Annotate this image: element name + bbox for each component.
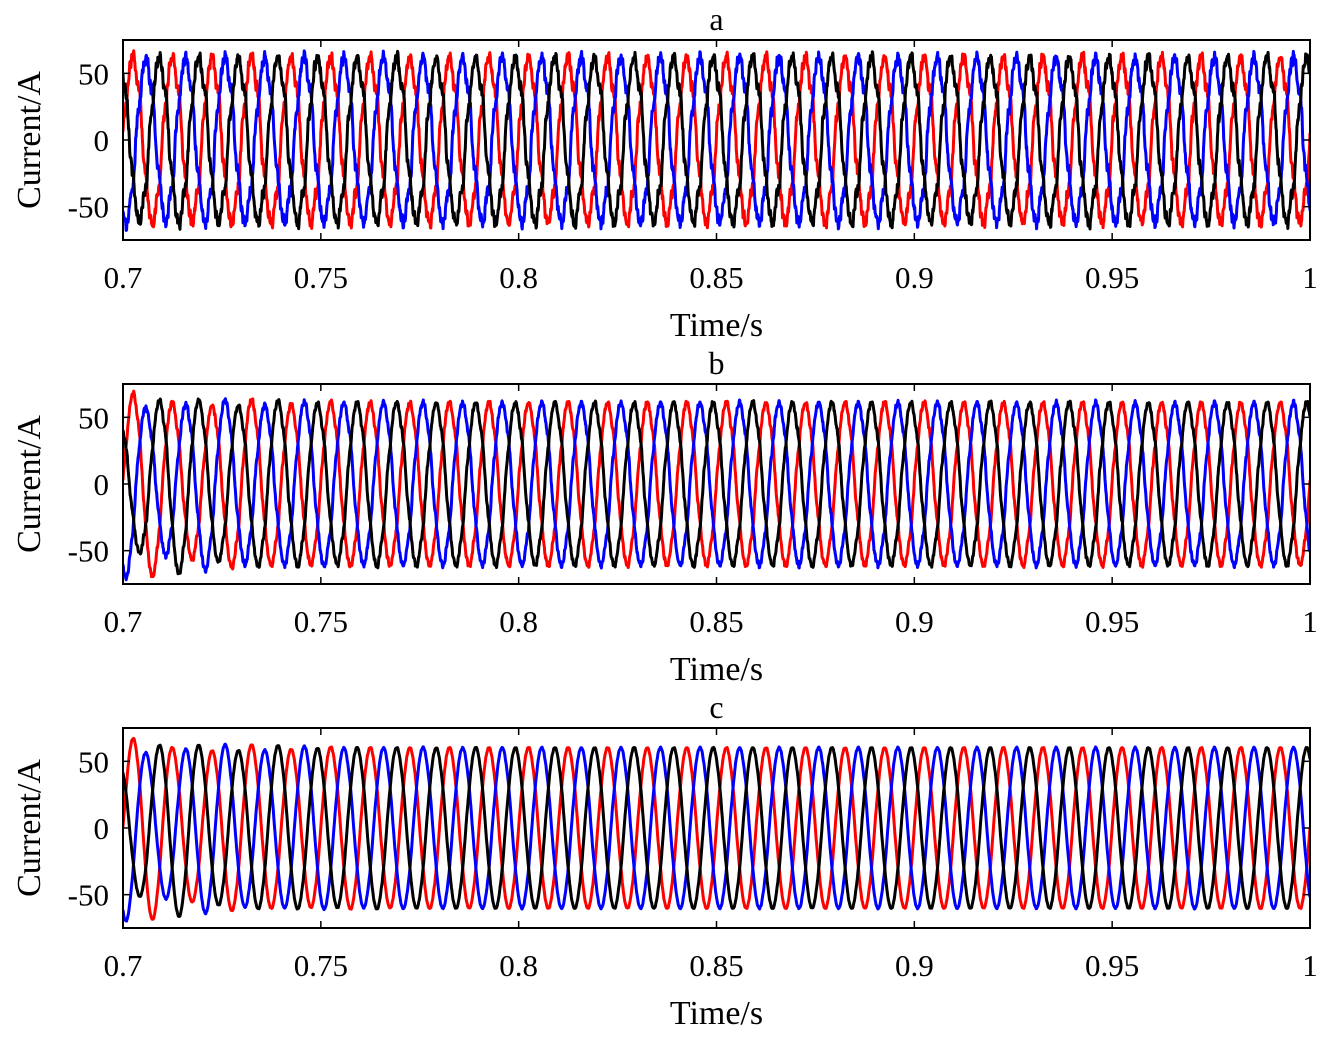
x-tick-label: 0.7 xyxy=(104,604,143,639)
series-line-2 xyxy=(123,742,1310,923)
series-line-1 xyxy=(123,49,1310,230)
x-tick-label: 1 xyxy=(1302,604,1318,639)
x-tick-label: 0.8 xyxy=(499,260,538,295)
panel-b: 0.7 0.75 0.8 0.85 0.9 0.95 1 50 0 -50 b Time/s Curre… xyxy=(11,345,1318,688)
x-tick-label: 0.85 xyxy=(689,260,743,295)
y-axis-label: Current/A xyxy=(11,415,48,553)
x-tick-label: 0.7 xyxy=(104,260,143,295)
panel-a: 0.7 0.75 0.8 0.85 0.9 0.95 1 50 0 -50 a Time/s Curre… xyxy=(11,1,1318,344)
panel-title: b xyxy=(709,345,725,381)
y-tick-label: 50 xyxy=(78,56,109,91)
x-tick-label: 0.95 xyxy=(1085,604,1139,639)
series-line-2 xyxy=(123,397,1310,582)
series-line-3 xyxy=(123,397,1310,576)
y-tick-label: 0 xyxy=(94,123,110,158)
x-tick-label: 0.9 xyxy=(895,260,934,295)
x-tick-label: 0.8 xyxy=(499,604,538,639)
y-tick-label: -50 xyxy=(68,878,109,913)
x-tick-label: 0.85 xyxy=(689,948,743,983)
x-axis-label: Time/s xyxy=(670,651,763,688)
y-tick-label: 0 xyxy=(94,467,110,502)
series-line-2 xyxy=(123,49,1310,232)
x-tick-label: 1 xyxy=(1302,260,1318,295)
x-tick-label: 0.85 xyxy=(689,604,743,639)
x-tick-label: 0.8 xyxy=(499,948,538,983)
x-tick-label: 1 xyxy=(1302,948,1318,983)
y-axis-label: Current/A xyxy=(11,759,48,897)
panel-title: a xyxy=(709,1,723,37)
x-axis-label: Time/s xyxy=(670,307,763,344)
series-line-3 xyxy=(123,49,1310,231)
x-tick-label: 0.75 xyxy=(294,260,348,295)
x-axis-label: Time/s xyxy=(670,995,763,1032)
y-tick-label: -50 xyxy=(68,534,109,569)
x-tick-label: 0.7 xyxy=(104,948,143,983)
x-tick-label: 0.95 xyxy=(1085,260,1139,295)
x-tick-label: 0.9 xyxy=(895,604,934,639)
y-tick-label: -50 xyxy=(68,190,109,225)
y-tick-label: 50 xyxy=(78,400,109,435)
x-tick-label: 0.95 xyxy=(1085,948,1139,983)
series-line-1 xyxy=(123,736,1310,921)
y-axis-label: Current/A xyxy=(11,71,48,209)
y-tick-label: 0 xyxy=(94,811,110,846)
y-tick-label: 50 xyxy=(78,744,109,779)
x-tick-label: 0.9 xyxy=(895,948,934,983)
x-tick-label: 0.75 xyxy=(294,948,348,983)
panel-c: 0.7 0.75 0.8 0.85 0.9 0.95 1 50 0 -50 c Time/s Curre… xyxy=(11,689,1318,1032)
x-tick-label: 0.75 xyxy=(294,604,348,639)
panel-title: c xyxy=(709,689,723,725)
series-line-3 xyxy=(123,743,1310,918)
series-line-1 xyxy=(123,389,1310,579)
